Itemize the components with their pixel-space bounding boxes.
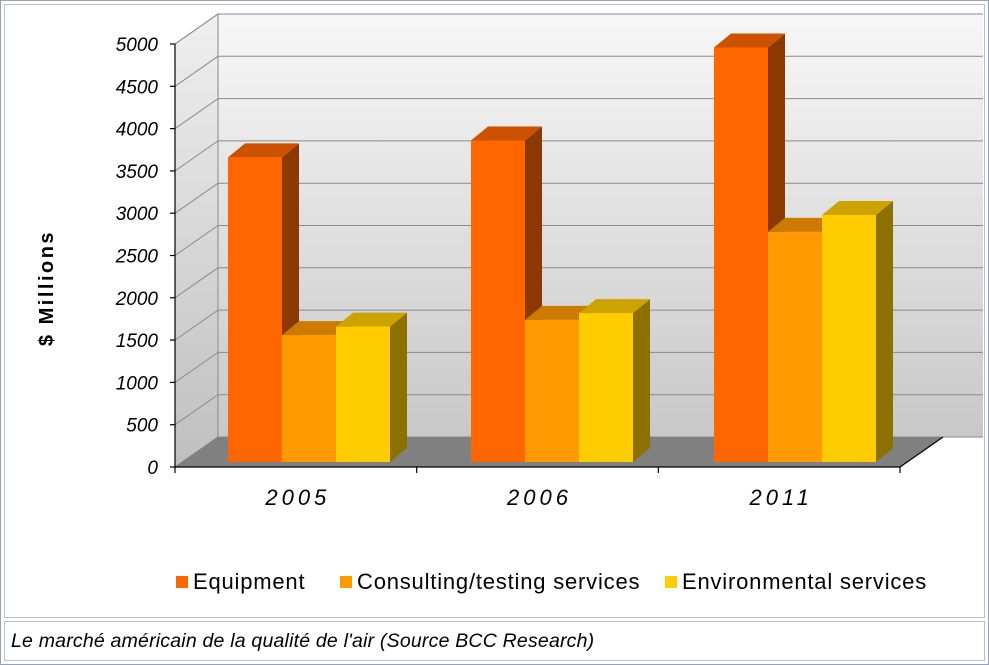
bar-top	[336, 312, 407, 327]
bar-top	[579, 299, 650, 314]
bar-front	[282, 335, 336, 462]
y-tick-label: 0	[147, 458, 158, 479]
bar-side	[390, 312, 407, 462]
y-tick-label: 4500	[116, 77, 159, 98]
bar-side	[876, 201, 893, 462]
y-tick-label: 3500	[116, 162, 159, 183]
y-tick-label: 2000	[115, 289, 159, 310]
bar-front	[471, 140, 525, 462]
bar-top	[471, 126, 542, 141]
bar-chart: 0 500 1000 1500 2000 2500 3000 3500 4000 4500 5000…	[36, 13, 983, 510]
legend-label: Environmental services	[682, 569, 928, 594]
bar-front	[714, 47, 768, 463]
bar-equipment-2005	[228, 143, 299, 462]
bar-top	[768, 217, 839, 232]
bar-front	[228, 157, 282, 462]
figure-caption: Le marché américain de la qualité de l'a…	[11, 630, 595, 652]
bar-top	[822, 201, 893, 215]
chart-cell	[4, 4, 985, 618]
bar-front	[768, 231, 822, 462]
x-tick-label: 2011	[749, 485, 813, 510]
bar-top	[282, 321, 353, 336]
y-axis-title: $ Millions	[36, 230, 58, 346]
bar-top	[525, 305, 596, 320]
legend-swatch	[665, 576, 677, 588]
bar-front	[822, 214, 876, 462]
caption-cell: Le marché américain de la qualité de l'a…	[4, 621, 985, 661]
y-tick-label: 5000	[116, 35, 159, 56]
bars	[228, 33, 893, 463]
legend-item-environmental: Environmental services	[665, 569, 927, 595]
bar-top	[714, 33, 785, 48]
legend-swatch	[340, 576, 352, 588]
y-tick-label: 2500	[115, 247, 159, 268]
legend-label: Equipment	[193, 569, 306, 594]
y-tick-label: 1000	[116, 373, 159, 394]
bar-top	[228, 143, 299, 158]
legend-item-consulting: Consulting/testing services	[340, 569, 640, 595]
bar-environmental-services-2005	[336, 312, 407, 462]
y-tick-label: 1500	[116, 331, 159, 352]
x-tick-label: 2006	[506, 485, 572, 510]
bar-front	[525, 319, 579, 462]
y-tick-labels: 0 500 1000 1500 2000 2500 3000 3500 4000 4500 5000	[115, 35, 159, 479]
bar-environmental-services-2006	[579, 299, 650, 462]
bar-side	[633, 299, 650, 462]
floor-edge	[899, 436, 944, 468]
gridline	[174, 13, 983, 45]
legend-swatch	[176, 576, 188, 588]
x-tick-labels: 2005 2006 2011	[264, 485, 813, 510]
y-tick-label: 500	[126, 416, 158, 437]
bar-front	[579, 313, 633, 462]
y-tick-label: 3000	[116, 204, 159, 225]
bar-front	[336, 326, 390, 462]
legend-label: Consulting/testing services	[357, 569, 641, 594]
x-tick-label: 2005	[264, 485, 330, 510]
bar-environmental-services-2011	[822, 201, 893, 462]
legend-item-equipment: Equipment	[176, 569, 305, 595]
axes	[170, 43, 944, 473]
y-tick-label: 4000	[116, 120, 159, 141]
